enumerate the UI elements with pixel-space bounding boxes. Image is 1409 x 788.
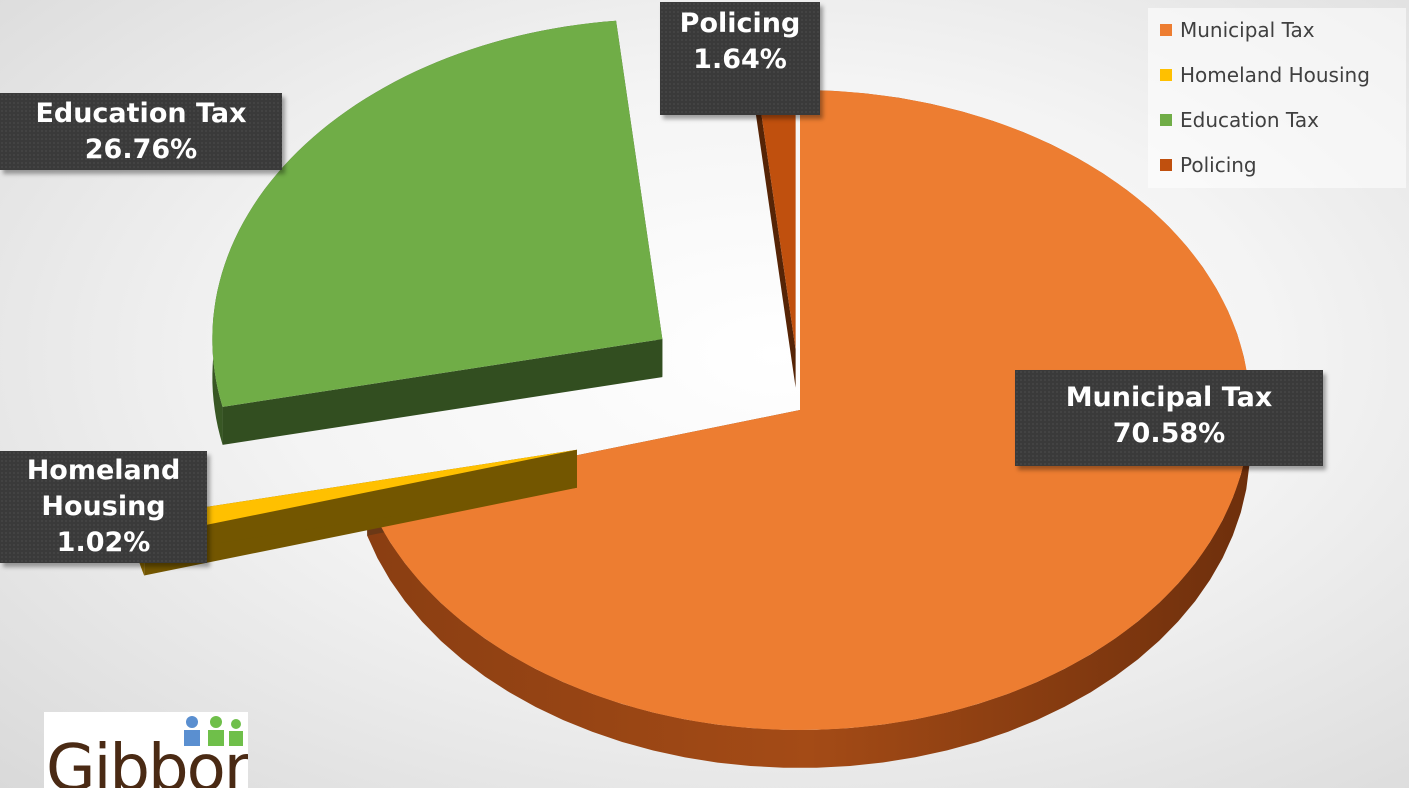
data-label-homeland-pct: 1.02% (56, 527, 151, 558)
data-label-homeland-name2: Housing (41, 491, 166, 522)
pie-slice-homeland-housing (137, 449, 577, 576)
legend-swatch-homeland (1160, 69, 1172, 81)
legend-label-municipal: Municipal Tax (1180, 18, 1315, 42)
legend-label-policing: Policing (1180, 153, 1257, 177)
legend-item-homeland: Homeland Housing (1160, 63, 1370, 87)
data-label-municipal-name: Municipal Tax (1065, 382, 1273, 413)
pie-slice-wall-education-tax-0 (222, 339, 663, 445)
data-label-education-pct: 26.76% (84, 134, 198, 165)
data-label-education: Education Tax 26.76% (0, 93, 282, 170)
legend-item-education: Education Tax (1160, 108, 1319, 132)
data-label-policing-pct: 1.64% (693, 44, 787, 75)
data-label-municipal-pct: 70.58% (1112, 418, 1226, 449)
gibbons-logo: Gibbons (44, 712, 248, 788)
pie-slice-top-municipal-tax (367, 90, 1250, 731)
data-label-homeland: Homeland Housing 1.02% (0, 451, 207, 563)
legend-label-homeland: Homeland Housing (1180, 63, 1370, 87)
pie-slice-wall-homeland-housing-1 (137, 449, 577, 556)
data-label-homeland-name1: Homeland (26, 455, 181, 486)
data-label-municipal: Municipal Tax 70.58% (1015, 370, 1323, 466)
legend-swatch-municipal (1160, 24, 1172, 36)
data-label-policing: Policing 1.64% (660, 2, 820, 115)
legend-item-policing: Policing (1160, 153, 1257, 177)
pie-slice-top-homeland-housing (137, 449, 577, 538)
logo-wordmark: Gibbons (46, 732, 248, 788)
data-label-policing-name: Policing (679, 8, 801, 39)
pie-slice-education-tax (212, 20, 663, 445)
legend-swatch-policing (1160, 159, 1172, 171)
chart-legend: Municipal Tax Homeland Housing Education… (1148, 8, 1406, 188)
people-icon (184, 716, 243, 746)
data-label-education-name: Education Tax (35, 98, 247, 129)
pie-slice-top-education-tax (212, 20, 663, 407)
legend-label-education: Education Tax (1180, 108, 1319, 132)
pie-slice-wall-policing-0 (749, 31, 796, 388)
legend-swatch-education (1160, 114, 1172, 126)
legend-item-municipal: Municipal Tax (1160, 18, 1315, 42)
